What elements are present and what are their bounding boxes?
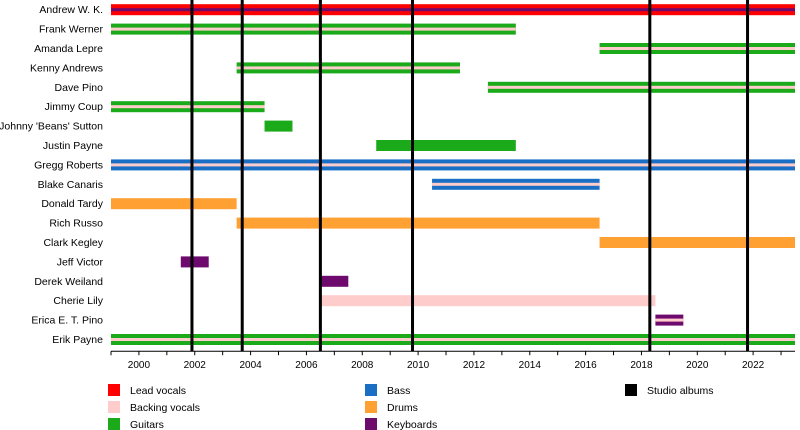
member-bar-stripe — [236, 66, 460, 70]
member-bar-stripe — [487, 85, 795, 89]
member-bar-stripe — [599, 47, 795, 50]
member-label: Johnny 'Beans' Sutton — [0, 121, 103, 133]
member-label: Justin Payne — [43, 140, 103, 152]
member-bar-stripe — [111, 163, 795, 167]
member-label: Erik Payne — [52, 334, 103, 346]
member-bar — [376, 140, 516, 151]
member-label: Rich Russo — [49, 218, 103, 230]
member-bar-stripe — [111, 338, 795, 341]
member-bar — [111, 198, 237, 210]
member-label: Erica E. T. Pino — [31, 315, 103, 327]
legend-swatch — [108, 418, 120, 430]
member-label: Cherie Lily — [53, 295, 103, 307]
member-bar-stripe — [111, 27, 516, 31]
legend-swatch — [108, 384, 120, 396]
member-bar — [236, 217, 600, 229]
legend-swatch — [365, 418, 377, 430]
member-label: Frank Werner — [39, 24, 103, 36]
member-bars — [111, 4, 795, 345]
album-lines — [190, 0, 750, 352]
member-label: Clark Kegley — [43, 237, 103, 249]
legend-label: Keyboards — [387, 419, 437, 430]
legend-label: Lead vocals — [130, 385, 186, 397]
x-tick-label: 2010 — [407, 360, 430, 371]
member-label: Kenny Andrews — [30, 62, 103, 74]
legend-swatch — [108, 401, 120, 413]
x-tick-label: 2008 — [351, 360, 374, 371]
member-bar — [599, 237, 795, 248]
legend-swatch — [365, 384, 377, 396]
member-label: Derek Weiland — [34, 276, 103, 288]
member-label: Donald Tardy — [41, 198, 103, 210]
member-bar-stripe — [655, 318, 684, 322]
legend-label: Backing vocals — [130, 402, 200, 414]
legend-label: Guitars — [130, 419, 164, 430]
member-labels: Andrew W. K. Frank Werner Amanda Lepre Kenn… — [0, 4, 104, 346]
legend: Lead vocals Backing vocals Guitars Bass Drum… — [108, 384, 714, 430]
member-label: Amanda Lepre — [34, 43, 103, 55]
member-bar — [264, 120, 293, 132]
legend-label: Bass — [387, 385, 410, 397]
x-tick-label: 2018 — [630, 360, 653, 371]
member-bar-stripe — [111, 8, 795, 12]
member-bar — [180, 256, 209, 268]
x-tick-label: 2006 — [295, 360, 318, 371]
x-tick-label: 2002 — [184, 360, 207, 371]
legend-swatch — [625, 384, 637, 396]
x-tick-label: 2022 — [742, 360, 765, 371]
member-bar — [320, 295, 656, 307]
x-tick-label: 2004 — [239, 360, 262, 371]
x-tick-label: 2000 — [128, 360, 151, 371]
member-bar — [320, 275, 349, 287]
member-label: Gregg Roberts — [34, 159, 103, 171]
legend-label: Studio albums — [647, 385, 714, 397]
member-label: Jimmy Coup — [45, 101, 104, 113]
member-bar-stripe — [432, 182, 600, 186]
member-label: Blake Canaris — [38, 179, 103, 191]
member-label: Dave Pino — [55, 82, 104, 94]
legend-label: Drums — [387, 402, 418, 414]
legend-swatch — [365, 401, 377, 413]
member-bar-stripe — [111, 105, 265, 109]
member-label: Jeff Victor — [57, 256, 104, 268]
x-tick-label: 2016 — [574, 360, 597, 371]
member-label: Andrew W. K. — [39, 4, 103, 16]
x-tick-label: 2012 — [463, 360, 486, 371]
x-tick-label: 2014 — [519, 360, 542, 371]
x-axis: 2000 2002 2004 2006 2008 2010 2012 2014 2016 2018… — [110, 350, 795, 371]
x-tick-label: 2020 — [686, 360, 709, 371]
